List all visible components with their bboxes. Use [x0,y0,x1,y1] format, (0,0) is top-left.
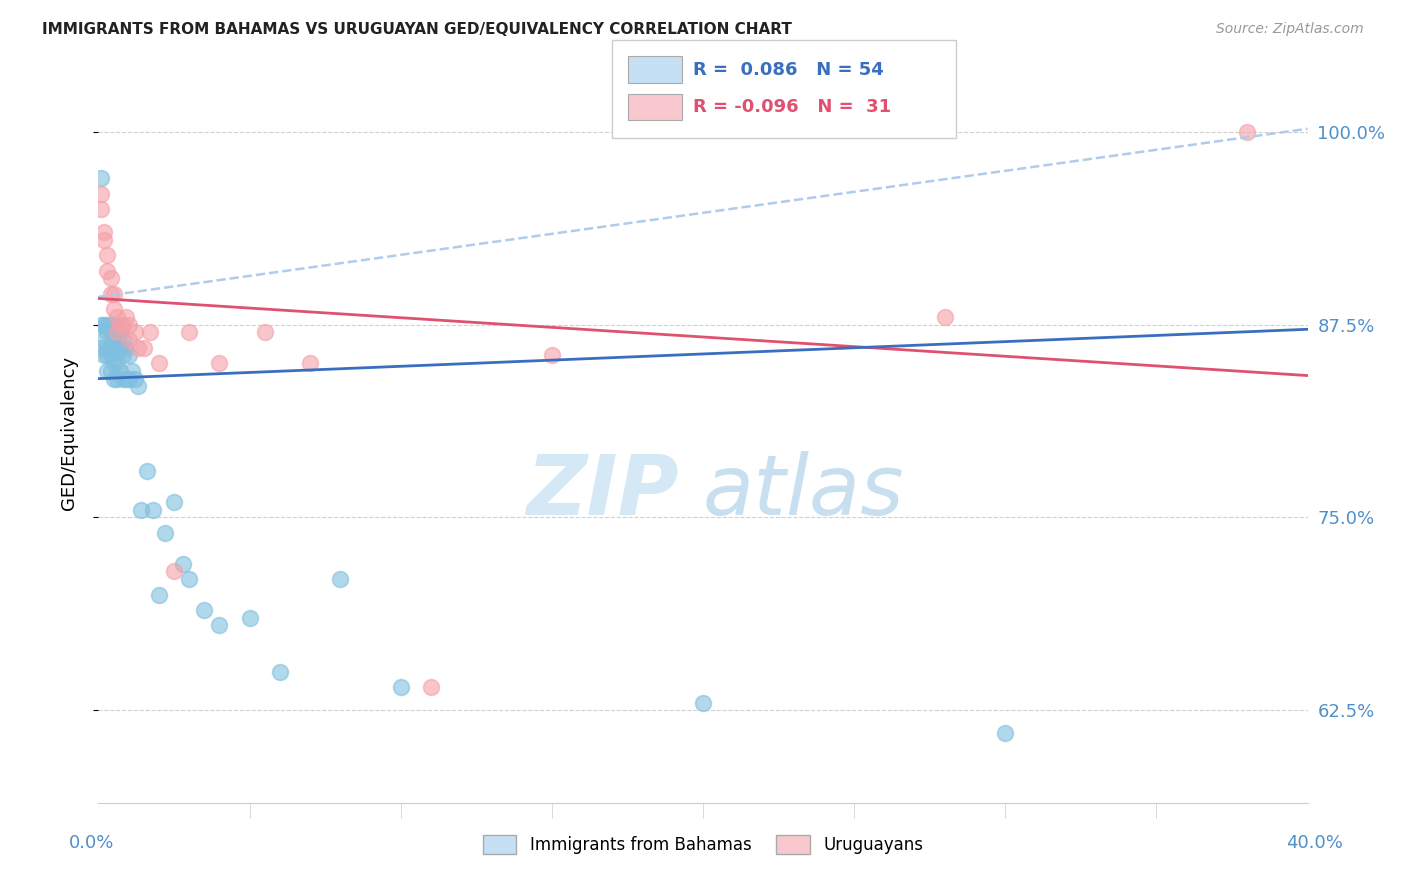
Point [93,349,115,363]
Point [148,356,170,370]
Point [96,349,118,363]
Point [105,341,128,355]
Point [118,349,141,363]
Point [96,318,118,332]
Point [100,326,122,340]
Point [105,326,128,340]
Point [299,356,322,370]
Point [114,371,136,385]
Point [135,464,157,478]
Point [129,502,152,516]
Text: R =  0.086   N = 54: R = 0.086 N = 54 [693,61,884,78]
Point [105,371,128,385]
Point [127,341,149,355]
Point [121,364,143,378]
Point [239,610,262,624]
Point [96,341,118,355]
Point [108,318,131,332]
Point [540,349,562,363]
Point [103,302,125,317]
Point [90,318,112,332]
Point [934,310,956,324]
Point [114,310,136,324]
Text: ZIP: ZIP [526,451,679,533]
Point [118,318,141,332]
Point [100,286,122,301]
Point [269,665,291,679]
Point [142,502,165,516]
Point [103,286,125,301]
Point [193,603,215,617]
Point [124,326,146,340]
Point [179,326,201,340]
Point [124,371,146,385]
Point [93,233,115,247]
Y-axis label: GED/Equivalency: GED/Equivalency [59,356,77,509]
Point [96,326,118,340]
Point [96,263,118,277]
Point [103,371,125,385]
Text: IMMIGRANTS FROM BAHAMAS VS URUGUAYAN GED/EQUIVALENCY CORRELATION CHART: IMMIGRANTS FROM BAHAMAS VS URUGUAYAN GED… [42,22,792,37]
Point [163,495,186,509]
Point [132,341,155,355]
Point [163,565,186,579]
Text: 0.0%: 0.0% [69,834,114,852]
Point [105,356,128,370]
Point [994,726,1017,740]
Point [100,341,122,355]
Point [100,318,122,332]
Point [111,349,134,363]
Point [389,680,412,694]
Point [108,326,131,340]
Text: 40.0%: 40.0% [1286,834,1343,852]
Legend: Immigrants from Bahamas, Uruguayans: Immigrants from Bahamas, Uruguayans [477,829,929,861]
Point [108,364,131,378]
Point [111,318,134,332]
Point [100,271,122,285]
Point [208,356,231,370]
Point [692,696,714,710]
Point [139,326,162,340]
Point [105,310,128,324]
Point [105,326,128,340]
Point [96,248,118,262]
Point [93,333,115,347]
Point [179,572,201,586]
Point [253,326,276,340]
Point [100,349,122,363]
Point [103,333,125,347]
Point [90,202,112,216]
Point [114,341,136,355]
Point [103,341,125,355]
Point [100,364,122,378]
Point [329,572,352,586]
Point [172,557,194,571]
Point [108,341,131,355]
Point [93,225,115,239]
Point [208,618,231,632]
Point [103,318,125,332]
Point [90,341,112,355]
Point [127,379,149,393]
Point [90,186,112,201]
Text: R = -0.096   N =  31: R = -0.096 N = 31 [693,98,891,116]
Point [1236,125,1258,139]
Point [93,318,115,332]
Point [96,364,118,378]
Point [420,680,443,694]
Point [111,371,134,385]
Point [90,171,112,186]
Point [118,371,141,385]
Point [103,356,125,370]
Point [111,333,134,347]
Point [118,333,141,347]
Text: atlas: atlas [703,451,904,533]
Text: Source: ZipAtlas.com: Source: ZipAtlas.com [1216,22,1364,37]
Point [153,525,176,540]
Point [148,588,170,602]
